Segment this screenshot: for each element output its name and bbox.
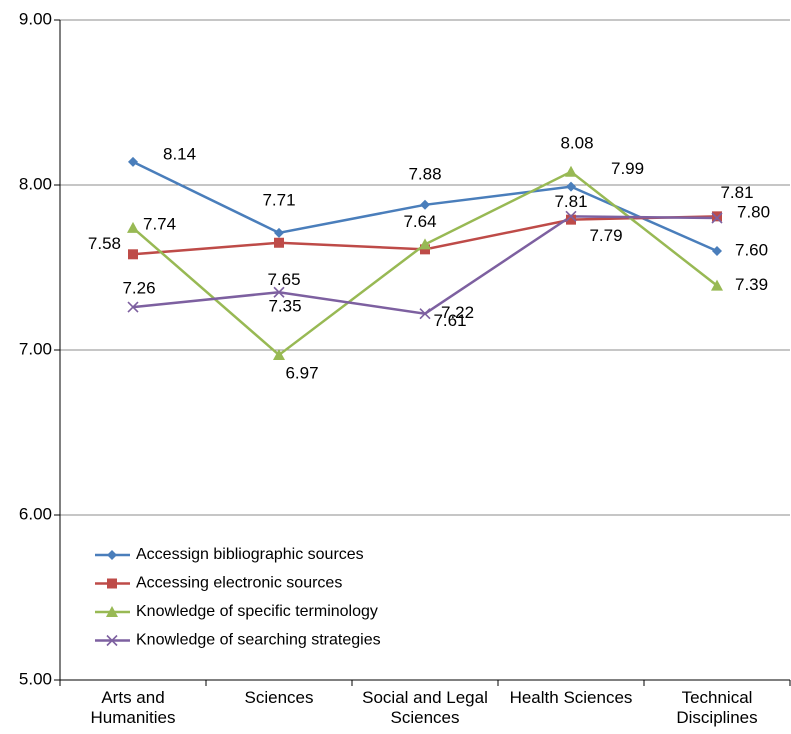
x-tick-label: Arts and Humanities (90, 688, 176, 727)
legend-label: Accessign bibliographic sources (136, 546, 364, 563)
legend-marker (106, 634, 118, 647)
legend-marker (107, 578, 117, 589)
data-label: 7.81 (720, 183, 753, 202)
legend-marker (107, 550, 117, 560)
legend-label: Knowledge of searching strategies (136, 632, 381, 649)
legend-label: Accessing electronic sources (136, 575, 342, 592)
x-tick-label: Social and Legal Sciences (362, 688, 488, 727)
data-label: 7.71 (262, 190, 295, 209)
data-label: 7.61 (433, 311, 466, 330)
y-tick-label: 7.00 (19, 339, 52, 358)
data-label: 7.35 (268, 297, 301, 316)
data-label: 7.88 (408, 164, 441, 183)
marker (712, 211, 722, 222)
marker (566, 181, 576, 192)
y-tick-label: 5.00 (19, 669, 52, 688)
marker (274, 237, 284, 248)
data-label: 7.26 (122, 279, 155, 298)
data-label: 7.60 (735, 240, 768, 259)
marker (128, 156, 138, 167)
data-label: 7.80 (737, 202, 770, 221)
data-label: 7.81 (554, 192, 587, 211)
data-label: 7.65 (267, 270, 300, 289)
data-label: 6.97 (285, 363, 318, 382)
data-label: 7.22 (441, 303, 474, 322)
data-label: 7.64 (403, 212, 436, 231)
marker (274, 227, 284, 238)
marker (565, 210, 577, 222)
data-label: 8.08 (560, 133, 593, 152)
marker (273, 286, 285, 298)
data-label: 7.99 (611, 159, 644, 178)
marker (420, 199, 430, 210)
x-tick-label: Sciences (244, 688, 314, 707)
marker (419, 308, 431, 320)
y-tick-label: 6.00 (19, 504, 52, 523)
marker (419, 238, 431, 250)
legend-label: Knowledge of specific terminology (136, 603, 378, 620)
marker (128, 249, 138, 260)
marker (565, 165, 577, 177)
y-tick-label: 8.00 (19, 174, 52, 193)
marker (711, 279, 723, 291)
x-tick-label: Health Sciences (509, 688, 633, 707)
data-label: 7.39 (735, 275, 768, 294)
series-line (132, 170, 718, 357)
data-label: 7.79 (589, 226, 622, 245)
y-tick-label: 9.00 (19, 9, 52, 28)
marker (711, 212, 723, 224)
marker (127, 221, 139, 233)
legend-marker (106, 606, 118, 617)
data-label: 7.58 (88, 234, 121, 253)
series-line (132, 215, 718, 316)
x-tick-label: Technical Disciplines (676, 688, 758, 727)
marker (127, 301, 139, 313)
marker (566, 214, 576, 225)
data-label: 7.74 (143, 214, 176, 233)
data-label: 8.14 (163, 144, 196, 163)
marker (712, 246, 722, 256)
marker (273, 348, 285, 360)
